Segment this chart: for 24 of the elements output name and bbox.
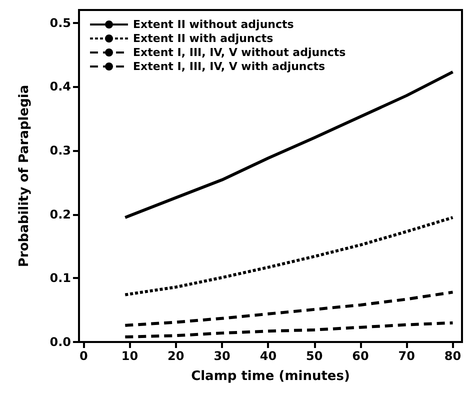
- x-tick-label: 60: [352, 349, 369, 363]
- y-tick-label: 0.3: [50, 143, 71, 158]
- x-tick-label: 70: [398, 349, 415, 363]
- legend-label: Extent I, III, IV, V without adjuncts: [133, 46, 346, 59]
- line-series: [124, 216, 454, 296]
- x-tick-label: 0: [79, 349, 88, 363]
- x-tick-label: 30: [214, 349, 230, 363]
- y-tick-label: 0.1: [50, 271, 71, 286]
- line-series: [124, 290, 454, 327]
- y-tick-label: 0.5: [50, 16, 71, 30]
- y-axis-title: Probability of Paraplegia: [17, 84, 32, 268]
- x-axis-title: Clamp time (minutes): [191, 369, 350, 384]
- x-tick-label: 20: [168, 349, 184, 363]
- x-tick-label: 50: [306, 349, 323, 363]
- x-tick-label: 10: [121, 349, 138, 363]
- x-tick-label: 80: [444, 349, 462, 363]
- y-tick-label: 0.2: [50, 207, 71, 222]
- legend-label: Extent I, III, IV, V with adjuncts: [133, 60, 326, 73]
- legend-label: Extent II without adjuncts: [133, 18, 294, 31]
- legend-label: Extent II with adjuncts: [133, 32, 274, 45]
- line-series: [124, 321, 454, 338]
- y-tick-label: 0.4: [50, 80, 71, 94]
- y-tick-label: 0.0: [50, 335, 71, 349]
- x-tick-label: 40: [260, 349, 277, 363]
